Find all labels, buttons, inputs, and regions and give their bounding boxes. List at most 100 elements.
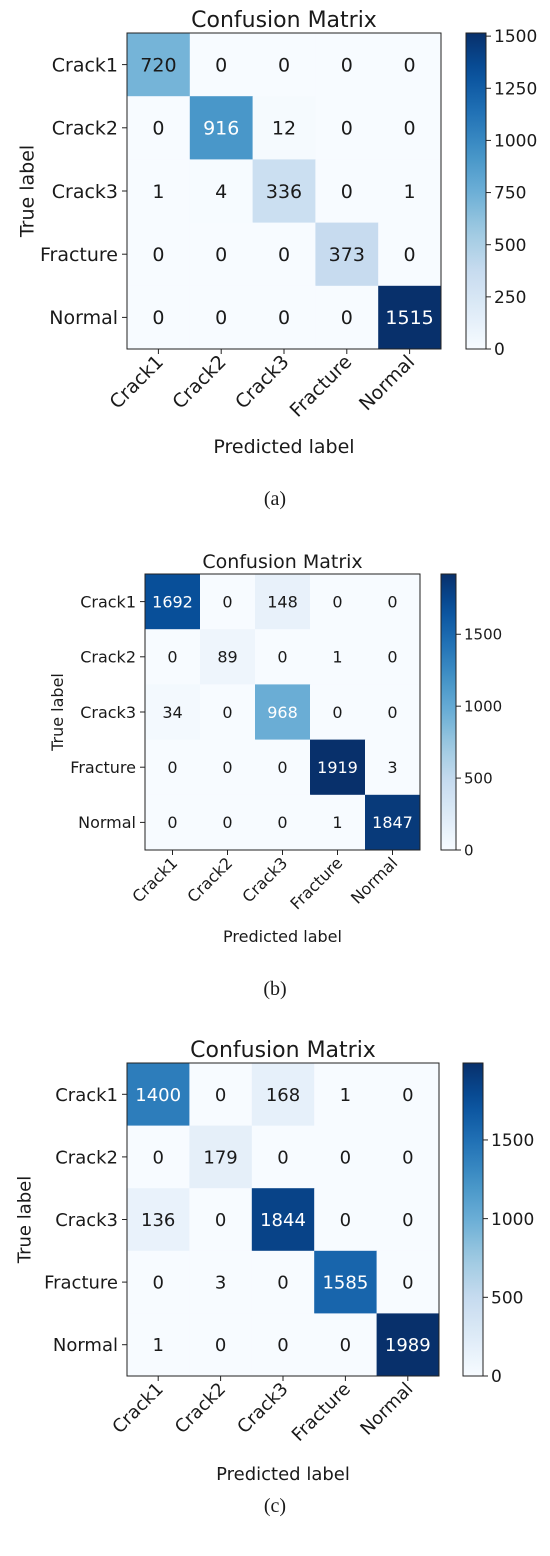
x-tick-label: Crack1 bbox=[106, 351, 168, 413]
cell-value-label: 0 bbox=[277, 813, 287, 832]
cell-value-label: 136 bbox=[141, 1210, 175, 1231]
x-tick-label: Crack2 bbox=[168, 351, 230, 413]
heatmap-cell bbox=[255, 684, 311, 741]
heatmap-cell bbox=[145, 574, 201, 630]
cell-value-label: 0 bbox=[340, 1210, 351, 1231]
heatmap-cell bbox=[189, 1313, 253, 1377]
cell-value-label: 0 bbox=[387, 703, 397, 722]
cell-value-label: 0 bbox=[215, 1085, 226, 1106]
cell-value-label: 1847 bbox=[372, 813, 413, 832]
colorbar-tick-label: 1000 bbox=[491, 1210, 534, 1230]
y-tick-label: Crack3 bbox=[80, 703, 136, 722]
heatmap-cell bbox=[189, 285, 254, 350]
cell-value-label: 1515 bbox=[385, 307, 433, 329]
heatmap-cell bbox=[314, 1188, 378, 1252]
cell-value-label: 0 bbox=[387, 648, 397, 667]
confusion-matrix-panel: Confusion Matrix 1692 0 148 0 0 0 89 0 1 0 34 0 968 0 0… bbox=[48, 551, 502, 1000]
cell-value-label: 0 bbox=[340, 1147, 351, 1168]
y-tick-label: Normal bbox=[49, 307, 118, 329]
colorbar-tick-label: 500 bbox=[464, 769, 493, 787]
x-tick-label: Normal bbox=[355, 351, 419, 415]
cell-value-label: 720 bbox=[140, 54, 176, 76]
heatmap-cell bbox=[255, 794, 311, 851]
heatmap-cell bbox=[376, 1125, 440, 1189]
cell-value-label: 0 bbox=[277, 1273, 288, 1294]
cell-value-label: 0 bbox=[167, 758, 177, 777]
cell-value-label: 0 bbox=[222, 703, 232, 722]
x-tick-label: Normal bbox=[347, 853, 401, 907]
heatmap-cell bbox=[200, 794, 256, 851]
cell-value-label: 1400 bbox=[135, 1085, 181, 1106]
heatmap-cell bbox=[314, 1250, 378, 1314]
y-tick-label: Crack1 bbox=[80, 592, 136, 611]
colorbar-tick-label: 0 bbox=[494, 340, 505, 360]
heatmap-cell bbox=[314, 1125, 378, 1189]
heatmap-cell bbox=[310, 794, 366, 851]
heatmap-cell bbox=[127, 33, 191, 97]
colorbar bbox=[465, 32, 487, 350]
cell-value-label: 0 bbox=[167, 813, 177, 832]
heatmap-cell bbox=[255, 629, 311, 685]
heatmap-cell bbox=[127, 1125, 190, 1189]
cell-value-label: 1989 bbox=[385, 1335, 431, 1356]
x-tick-label: Fracture bbox=[288, 1379, 355, 1446]
cell-value-label: 0 bbox=[277, 1147, 288, 1168]
x-axis-label: Predicted label bbox=[223, 927, 342, 946]
heatmap-cell bbox=[315, 159, 379, 224]
heatmap-cell bbox=[310, 629, 366, 685]
y-axis-label: True label bbox=[16, 145, 38, 238]
heatmap-cell bbox=[378, 159, 442, 224]
cell-value-label: 0 bbox=[222, 758, 232, 777]
heatmap-cell bbox=[252, 159, 316, 224]
cell-value-label: 0 bbox=[404, 244, 416, 266]
cell-value-label: 0 bbox=[215, 244, 227, 266]
y-tick-label: Crack1 bbox=[55, 1085, 118, 1106]
cell-value-label: 1585 bbox=[322, 1273, 368, 1294]
heatmap-cell bbox=[200, 574, 256, 630]
cell-value-label: 0 bbox=[152, 244, 164, 266]
cell-value-label: 0 bbox=[152, 118, 164, 140]
heatmap-cell bbox=[252, 222, 316, 287]
colorbar-tick-label: 1250 bbox=[494, 79, 537, 99]
heatmap-cell bbox=[200, 684, 256, 741]
cell-value-label: 373 bbox=[329, 244, 365, 266]
heatmap-cell bbox=[255, 739, 311, 796]
cell-value-label: 0 bbox=[402, 1147, 413, 1168]
y-tick-label: Crack1 bbox=[52, 54, 118, 76]
colorbar bbox=[440, 573, 457, 851]
heatmap-cell bbox=[189, 1250, 253, 1314]
heatmap-cell bbox=[315, 96, 379, 160]
heatmap-cell bbox=[378, 96, 442, 160]
heatmap-cell bbox=[127, 285, 191, 350]
cell-value-label: 1 bbox=[152, 181, 164, 203]
cell-value-label: 0 bbox=[215, 1335, 226, 1356]
cell-value-label: 1 bbox=[332, 648, 342, 667]
heatmap-cell bbox=[365, 739, 421, 796]
colorbar-tick-label: 1500 bbox=[464, 626, 502, 644]
cell-value-label: 1 bbox=[404, 181, 416, 203]
figure-caption: (c) bbox=[264, 1495, 286, 1517]
cell-value-label: 0 bbox=[341, 181, 353, 203]
cell-value-label: 0 bbox=[215, 54, 227, 76]
colorbar-tick-label: 750 bbox=[494, 184, 526, 204]
cell-value-label: 0 bbox=[340, 1335, 351, 1356]
heatmap-cell bbox=[252, 33, 316, 97]
heatmap-cell bbox=[127, 96, 191, 160]
colorbar-tick-label: 1500 bbox=[491, 1131, 534, 1151]
heatmap-cell bbox=[376, 1188, 440, 1252]
heatmap-cell bbox=[376, 1313, 440, 1377]
x-axis-label: Predicted label bbox=[213, 436, 354, 458]
cell-value-label: 179 bbox=[203, 1147, 237, 1168]
heatmap-cell bbox=[145, 684, 201, 741]
heatmap-cell bbox=[189, 222, 254, 287]
cell-value-label: 168 bbox=[266, 1085, 300, 1106]
cell-value-label: 0 bbox=[404, 118, 416, 140]
heatmap-cell bbox=[314, 1063, 378, 1127]
cell-value-label: 3 bbox=[215, 1273, 226, 1294]
colorbar bbox=[462, 1062, 484, 1377]
x-tick-label: Crack2 bbox=[183, 853, 236, 906]
heatmap-cell bbox=[365, 794, 421, 851]
cell-value-label: 0 bbox=[152, 307, 164, 329]
colorbar-tick-label: 1000 bbox=[464, 698, 502, 716]
colorbar-tick-label: 0 bbox=[464, 841, 474, 859]
